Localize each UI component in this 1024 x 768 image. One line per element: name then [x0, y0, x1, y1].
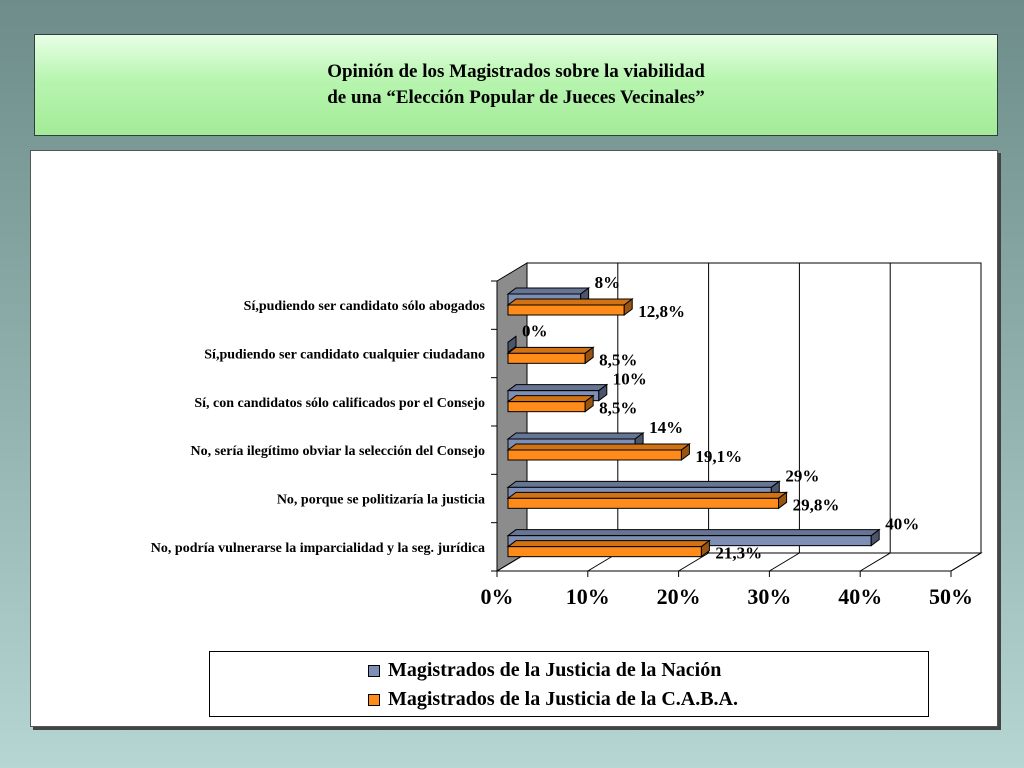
- gridline-floor: [769, 552, 800, 572]
- bar-top: [506, 540, 711, 548]
- category-label: No, sería ilegítimo obviar la selección …: [191, 444, 485, 459]
- bar: [507, 352, 586, 364]
- bar-top: [506, 384, 609, 392]
- bar-end: [870, 528, 880, 547]
- data-label: 8,5%: [599, 399, 637, 418]
- bar-end: [598, 383, 608, 402]
- data-label: 12,8%: [638, 302, 685, 321]
- data-label: 21,3%: [715, 544, 762, 563]
- data-label: 19,1%: [695, 447, 742, 466]
- bar: [507, 304, 625, 316]
- legend-label-nacion: Magistrados de la Justicia de la Nación: [388, 659, 722, 681]
- bar-end: [680, 443, 690, 461]
- bar-top: [506, 432, 645, 440]
- data-label: 29%: [785, 466, 819, 485]
- x-tick-label: 20%: [657, 584, 701, 609]
- bar-end: [507, 335, 517, 354]
- title-box: Opinión de los Magistrados sobre la viab…: [34, 34, 998, 136]
- bar-end: [584, 394, 594, 413]
- chart-title-line-2: de una “Elección Popular de Jueces Vecin…: [327, 87, 705, 108]
- data-label: 8%: [595, 273, 621, 292]
- bar-top: [506, 443, 691, 451]
- gridline-floor: [950, 552, 982, 572]
- data-label: 8,5%: [599, 350, 637, 369]
- data-label: 10%: [613, 370, 647, 389]
- bar-end: [778, 491, 788, 510]
- bar-top: [506, 287, 591, 295]
- data-label: 40%: [885, 515, 919, 534]
- gridline-floor: [859, 552, 891, 572]
- bar-top: [506, 491, 789, 499]
- bar-top: [506, 346, 595, 354]
- category-label: Sí,pudiendo ser candidato sólo abogados: [244, 299, 486, 314]
- bar-end: [623, 298, 633, 316]
- bar: [507, 449, 682, 461]
- category-label: Sí, con candidatos sólo calificados por …: [194, 396, 485, 411]
- x-tick-label: 40%: [838, 584, 882, 609]
- legend-swatch-caba: [368, 693, 380, 706]
- chart-title-line-1: Opinión de los Magistrados sobre la viab…: [327, 61, 705, 82]
- bar-top: [506, 395, 595, 403]
- category-label: Sí,pudiendo ser candidato cualquier ciud…: [204, 348, 485, 363]
- category-label: No, podría vulnerarse la imparcialidad y…: [151, 541, 485, 556]
- data-label: 0%: [522, 321, 548, 340]
- bar-end: [584, 346, 594, 365]
- category-label: No, porque se politizaría la justicia: [277, 493, 485, 508]
- x-tick-label: 0%: [481, 584, 514, 609]
- bar-top: [506, 529, 881, 537]
- bar-end: [700, 539, 710, 558]
- x-tick-label: 10%: [566, 584, 610, 609]
- x-tick-label: 50%: [929, 584, 973, 609]
- bar-chart: 0% 10% 20% 30% 40% 50% Sí,pudiendo ser candida…: [151, 262, 983, 609]
- gridline-floor: [678, 552, 709, 572]
- bar: [507, 546, 702, 558]
- data-label: 29,8%: [793, 495, 840, 514]
- bar-top: [506, 480, 781, 488]
- legend-swatch-nacion: [368, 664, 380, 677]
- bar: [507, 497, 780, 509]
- legend: Magistrados de la Justicia de la Nación …: [209, 651, 929, 717]
- chart-panel: 0% 10% 20% 30% 40% 50% Sí,pudiendo ser candida…: [30, 150, 998, 727]
- legend-entry-nacion: Magistrados de la Justicia de la Nación: [368, 656, 928, 685]
- legend-entry-caba: Magistrados de la Justicia de la C.A.B.A…: [368, 685, 928, 714]
- x-tick-label: 30%: [747, 584, 791, 609]
- bar: [507, 401, 586, 413]
- legend-label-caba: Magistrados de la Justicia de la C.A.B.A…: [388, 688, 738, 710]
- data-label: 14%: [649, 418, 683, 437]
- bar-top: [506, 298, 634, 306]
